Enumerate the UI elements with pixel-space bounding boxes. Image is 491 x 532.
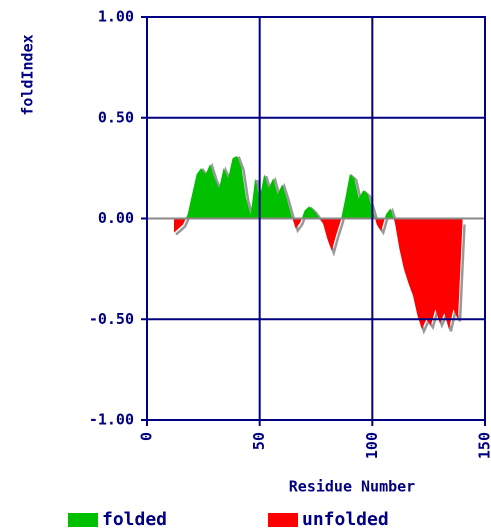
x-tick-label: 0	[138, 432, 156, 441]
y-tick-label: -0.50	[89, 310, 134, 328]
x-tick-label: 150	[476, 432, 491, 459]
x-tick-label: 100	[363, 432, 381, 459]
unfolded-area	[174, 218, 463, 330]
legend-label: folded	[102, 509, 167, 530]
y-tick-label: -1.00	[89, 411, 134, 429]
x-axis-label: Residue Number	[289, 478, 415, 496]
y-tick-label: 0.50	[98, 108, 134, 126]
y-tick-label: 1.00	[98, 8, 134, 26]
folded-area	[174, 156, 463, 219]
legend-label: unfolded	[302, 509, 389, 530]
x-tick-label: 50	[250, 432, 268, 450]
plot-frame	[146, 16, 486, 421]
legend-swatch	[68, 513, 98, 527]
legend-swatch	[268, 513, 298, 527]
y-axis-label: foldIndex	[19, 34, 37, 115]
y-tick-label: 0.00	[98, 209, 134, 227]
